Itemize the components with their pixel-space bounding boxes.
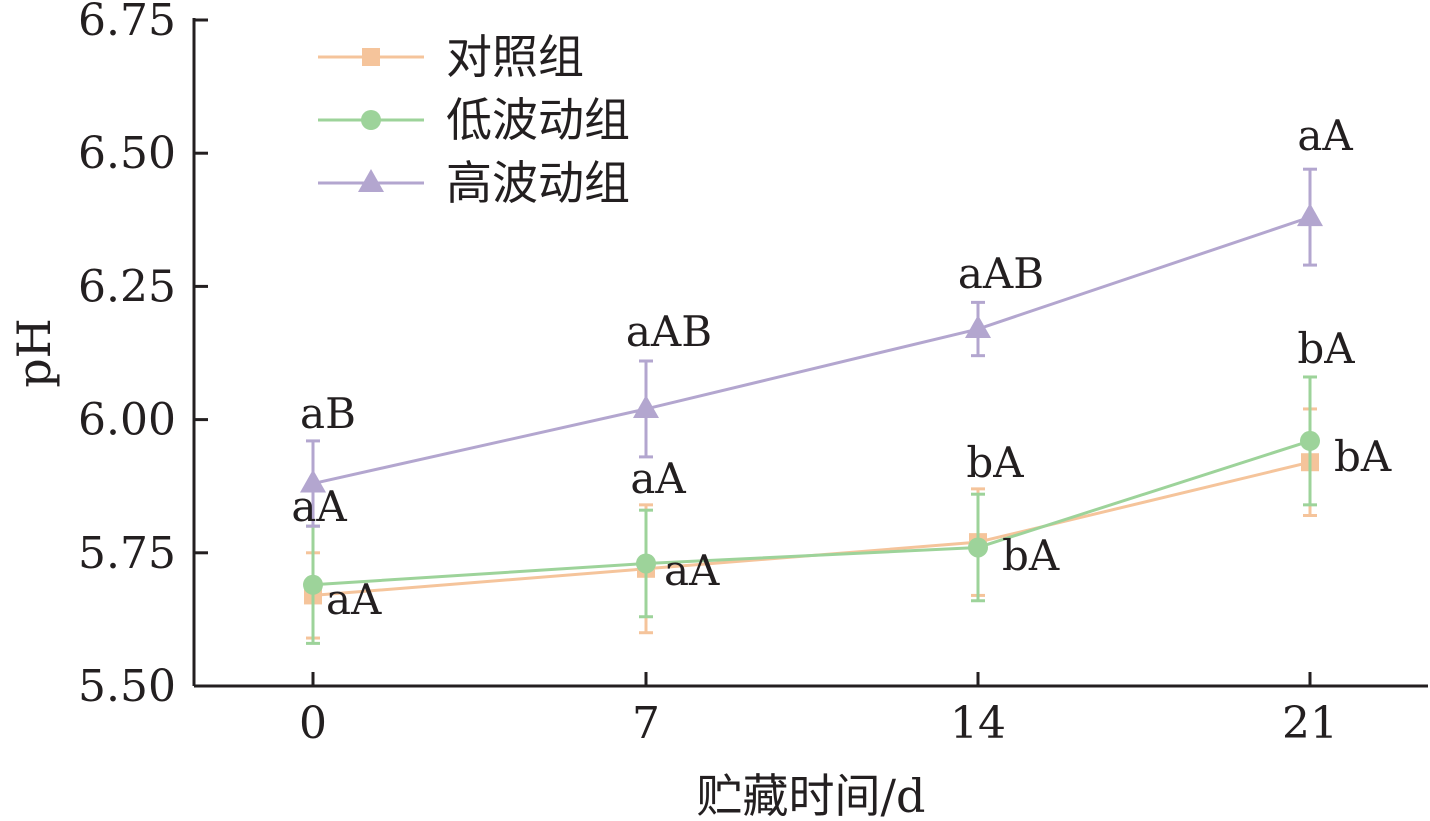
legend-label: 高波动组 bbox=[446, 156, 630, 210]
legend-marker bbox=[361, 110, 381, 130]
y-tick-label: 5.75 bbox=[78, 528, 176, 579]
x-tick-label: 14 bbox=[950, 698, 1006, 749]
data-point bbox=[968, 537, 988, 558]
legend-marker bbox=[358, 169, 384, 192]
significance-label: bA bbox=[1002, 531, 1060, 580]
significance-label: aB bbox=[300, 389, 356, 438]
x-tick-label: 21 bbox=[1282, 698, 1338, 749]
significance-label: bA bbox=[1334, 432, 1392, 481]
y-axis-title: pH bbox=[7, 318, 61, 388]
series-line bbox=[312, 439, 1311, 587]
significance-label: aA bbox=[664, 546, 720, 595]
y-tick-label: 5.50 bbox=[78, 661, 176, 712]
axes: 5.50 5.75 6.00 6.25 6.50 6.75 0 7 14 21 贮藏时间/d pH bbox=[7, 0, 1428, 821]
significance-label: aA bbox=[630, 454, 686, 503]
series-1 bbox=[304, 407, 1319, 640]
x-tick-label: 0 bbox=[299, 698, 327, 749]
data-point bbox=[633, 394, 659, 418]
data-point bbox=[1300, 430, 1320, 451]
legend-label: 低波动组 bbox=[446, 93, 630, 147]
significance-label: aAB bbox=[626, 307, 712, 356]
series-line bbox=[312, 215, 1311, 485]
significance-label: aA bbox=[1297, 111, 1353, 160]
series-2 bbox=[303, 375, 1320, 645]
series-layer bbox=[300, 167, 1323, 645]
data-point bbox=[965, 315, 991, 339]
annotations-layer: aA aA bA bA aA aA bA bA aB aAB aAB aA bbox=[291, 111, 1392, 624]
legend-item-3: 高波动组 bbox=[318, 156, 630, 210]
data-point bbox=[636, 553, 656, 574]
data-point bbox=[303, 574, 323, 595]
y-tick-label: 6.25 bbox=[78, 261, 176, 312]
x-tick-label: 7 bbox=[632, 698, 660, 749]
significance-label: aA bbox=[326, 575, 382, 624]
legend-marker bbox=[362, 48, 380, 66]
data-point bbox=[300, 469, 326, 493]
significance-label: aA bbox=[291, 482, 347, 531]
y-tick-label: 6.50 bbox=[78, 128, 176, 179]
legend-item-2: 低波动组 bbox=[318, 93, 630, 147]
significance-label: bA bbox=[966, 438, 1024, 487]
y-tick-label: 6.00 bbox=[78, 395, 176, 446]
series-3 bbox=[300, 167, 1323, 528]
significance-label: bA bbox=[1297, 324, 1355, 373]
data-point bbox=[1297, 203, 1323, 227]
y-tick-label: 6.75 bbox=[78, 0, 176, 46]
x-axis-title: 贮藏时间/d bbox=[697, 769, 926, 821]
significance-label: aAB bbox=[958, 249, 1044, 298]
legend-label: 对照组 bbox=[446, 30, 584, 84]
legend-item-1: 对照组 bbox=[318, 30, 584, 84]
